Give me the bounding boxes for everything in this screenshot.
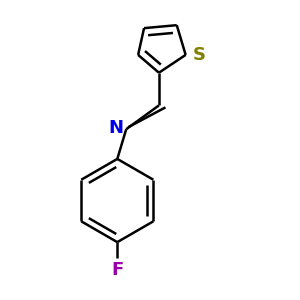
Text: S: S <box>193 46 206 64</box>
Text: F: F <box>111 262 123 280</box>
Text: N: N <box>108 119 123 137</box>
